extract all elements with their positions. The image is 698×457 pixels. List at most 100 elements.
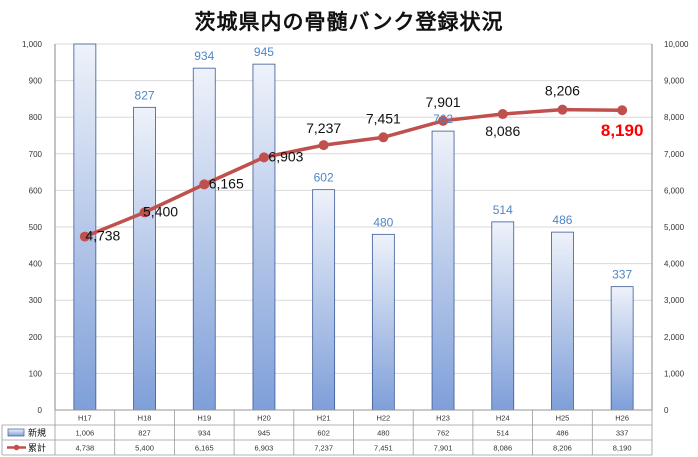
- y-left-tick-label: 700: [29, 150, 43, 159]
- line-point-H26: [617, 105, 628, 116]
- bar-data-label: 337: [612, 268, 632, 282]
- table-cell-total: 8,086: [493, 444, 512, 453]
- table-cell-new: 514: [496, 429, 509, 438]
- x-tick-label: H26: [615, 414, 629, 423]
- table-cell-total: 6,903: [255, 444, 274, 453]
- y-left-tick-label: 500: [29, 223, 43, 232]
- line-point-H20: [258, 152, 269, 163]
- table-cell-new: 602: [317, 429, 330, 438]
- table-cell-new: 945: [258, 429, 271, 438]
- table-cell-new: 337: [616, 429, 629, 438]
- legend-swatch-marker: [13, 444, 20, 451]
- table-cell-new: 1,006: [75, 429, 94, 438]
- table-cell-total: 5,400: [135, 444, 154, 453]
- table-cell-total: 4,738: [75, 444, 94, 453]
- y-right-tick-label: 8,000: [664, 113, 685, 122]
- y-left-tick-label: 900: [29, 77, 43, 86]
- y-right-tick-label: 0: [664, 406, 669, 415]
- bar-H23: [431, 130, 455, 411]
- line-point-H22: [378, 132, 389, 143]
- line-data-label: 4,738: [85, 228, 120, 244]
- y-left-tick-label: 200: [29, 333, 43, 342]
- bar-H22: [371, 233, 395, 411]
- bar-H24: [491, 221, 515, 411]
- bar-data-label: 602: [314, 171, 334, 185]
- table-cell-total: 7,451: [374, 444, 393, 453]
- legend-label-new: 新規: [28, 427, 46, 438]
- y-right-tick-label: 5,000: [664, 223, 685, 232]
- bar-H18: [133, 106, 156, 411]
- x-tick-label: H22: [376, 414, 390, 423]
- y-left-tick-label: 0: [38, 406, 43, 415]
- bar-H19: [192, 67, 216, 411]
- y-right-tick-label: 6,000: [664, 186, 685, 195]
- line-point-H19: [199, 179, 210, 190]
- table-cell-new: 486: [556, 429, 569, 438]
- line-point-H18: [139, 207, 150, 218]
- chart-title: 茨城県内の骨髄バンク登録状況: [194, 10, 504, 34]
- table-cell-new: 480: [377, 429, 390, 438]
- legend-swatch-bar: [7, 428, 25, 437]
- bar-H21: [312, 189, 336, 411]
- y-right-tick-label: 1,000: [664, 369, 685, 378]
- line-data-label: 7,451: [366, 110, 401, 126]
- y-left-tick-label: 600: [29, 186, 43, 195]
- y-right-tick-label: 2,000: [664, 333, 685, 342]
- x-tick-label: H18: [138, 414, 152, 423]
- bar-data-label: 945: [254, 45, 274, 59]
- bar-data-label: 762: [433, 112, 453, 126]
- y-left-tick-label: 100: [29, 369, 43, 378]
- bar-H25: [551, 231, 574, 411]
- line-point-H25: [557, 104, 568, 115]
- x-tick-label: H19: [197, 414, 211, 423]
- y-right-tick-label: 7,000: [664, 150, 685, 159]
- table-cell-new: 762: [437, 429, 450, 438]
- table-cell-total: 7,901: [434, 444, 453, 453]
- y-left-tick-label: 1,000: [22, 40, 43, 49]
- line-data-label: 8,086: [485, 123, 520, 139]
- y-left-tick-label: 400: [29, 260, 43, 269]
- table-cell-total: 8,206: [553, 444, 572, 453]
- y-right-tick-label: 4,000: [664, 260, 685, 269]
- y-right-tick-label: 3,000: [664, 296, 685, 305]
- x-tick-label: H17: [78, 414, 92, 423]
- line-point-H21: [318, 140, 329, 151]
- x-tick-label: H24: [496, 414, 510, 423]
- bar-H26: [610, 286, 634, 411]
- line-data-label: 8,206: [545, 83, 580, 99]
- x-tick-label: H21: [317, 414, 331, 423]
- line-data-label: 7,237: [306, 120, 341, 136]
- line-point-H24: [497, 109, 508, 120]
- line-data-label: 6,903: [268, 148, 303, 164]
- line-series: [79, 104, 628, 242]
- bar-data-label: 514: [493, 203, 513, 217]
- x-tick-label: H20: [257, 414, 271, 423]
- y-right-tick-label: 10,000: [664, 40, 689, 49]
- line-point-H17: [79, 231, 90, 242]
- bar-data-label: 827: [135, 88, 155, 102]
- y-right-tick-label: 9,000: [664, 77, 685, 86]
- bar-data-label: 934: [194, 49, 214, 63]
- line-data-label: 7,901: [426, 94, 461, 110]
- cumulative-line: [84, 107, 623, 239]
- y-left-tick-label: 800: [29, 113, 43, 122]
- bar-H20: [252, 63, 276, 411]
- line-data-label: 5,400: [143, 203, 178, 219]
- table-cell-new: 827: [138, 429, 151, 438]
- legend-label-total: 累計: [28, 442, 46, 453]
- table-cell-total: 8,190: [613, 444, 632, 453]
- bar-data-label: 480: [373, 215, 393, 229]
- table-cell-total: 7,237: [314, 444, 333, 453]
- y-left-tick-label: 300: [29, 296, 43, 305]
- x-tick-label: H23: [436, 414, 450, 423]
- bar-data-label: 486: [552, 213, 572, 227]
- x-tick-label: H25: [556, 414, 570, 423]
- line-data-label: 6,165: [209, 175, 244, 191]
- table-cell-total: 6,165: [195, 444, 214, 453]
- data-table: H17 1,006 4,738 H18 827 5,400 H19 934 6,165 H20 94…: [1, 409, 653, 456]
- table-cell-new: 934: [198, 429, 211, 438]
- data-labels: 827 934 945 602 480 762 514 486 337 4,738 5,400 6,1…: [85, 45, 643, 282]
- line-point-H23: [438, 115, 449, 126]
